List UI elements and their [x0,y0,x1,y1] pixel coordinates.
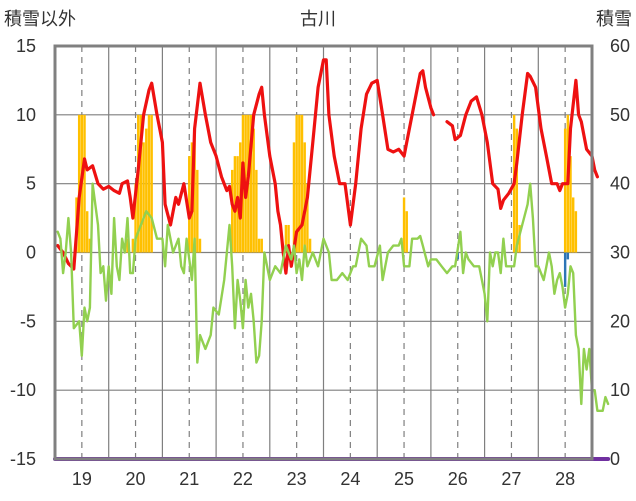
precip-bar [126,238,129,253]
chart-title: 古川 [300,9,336,30]
x-tick-label: 23 [287,469,307,489]
y-left-tick-label: 5 [26,174,36,194]
precip-bar [308,238,312,253]
precip-bar-negative [566,252,570,260]
precip-bar [193,128,196,253]
precip-bar [196,169,199,253]
precip-bar [134,183,137,253]
precip-bar [284,224,288,253]
precip-bar [88,238,92,253]
precip-bar [188,156,191,253]
precip-bar [303,142,306,253]
precip-bar [300,114,304,253]
precip-bar [287,224,290,253]
y-left-tick-label: 15 [16,36,36,56]
y-right-tick-label: 30 [610,243,630,263]
y-left-tick-label: -5 [20,311,36,331]
precip-bar [571,197,575,253]
y-right-tick-label: 50 [610,105,630,125]
precip-bar [298,114,301,253]
precip-bar [405,211,408,253]
x-tick-label: 19 [72,469,92,489]
x-tick-label: 26 [448,469,468,489]
precip-bar [139,114,143,253]
precip-bar [77,114,81,253]
precip-bar [563,128,567,253]
x-tick-label: 20 [126,469,146,489]
precip-bar [83,114,86,253]
max-temp-line [56,58,436,275]
max-temp-line [445,71,599,210]
precip-bar [131,238,135,253]
y-axis-left-label: 積雪以外 [4,9,76,30]
precip-bar [198,238,202,253]
x-tick-label: 27 [501,469,521,489]
x-tick-label: 24 [340,469,360,489]
y-left-tick-label: 10 [16,105,36,125]
precip-bar [306,183,309,253]
precip-bar [142,142,145,253]
x-tick-label: 25 [394,469,414,489]
plot-frame [53,44,594,461]
y-right-tick-label: 0 [610,449,620,469]
y-right-tick-label: 10 [610,380,630,400]
precip-bar [402,197,406,253]
precip-bar [231,169,234,253]
y-left-tick-label: -10 [10,380,36,400]
precip-bar [145,128,148,253]
precip-bar [260,238,263,253]
y-right-tick-label: 40 [610,174,630,194]
x-tick-label: 21 [179,469,199,489]
precip-bar [249,114,253,253]
precip-bar [295,114,298,253]
precip-bar [292,142,296,253]
x-tick-label: 28 [555,469,575,489]
precip-bar [257,238,261,253]
precip-bar [255,169,258,253]
min-temp-line [56,182,610,412]
y-right-tick-label: 20 [610,311,630,331]
y-right-tick-label: 60 [610,36,630,56]
precip-bar [252,128,255,253]
y-left-tick-label: -15 [10,449,36,469]
precip-bar [86,211,89,253]
precip-bar [569,156,572,253]
precip-bar [150,114,153,253]
precip-bar [147,114,151,253]
precip-bar [574,211,578,253]
precip-bar-negative [563,252,567,287]
precip-bar [515,128,519,253]
y-axis-right-label: 積雪 [596,9,632,30]
y-left-tick-label: 0 [26,243,36,263]
x-tick-label: 22 [233,469,253,489]
